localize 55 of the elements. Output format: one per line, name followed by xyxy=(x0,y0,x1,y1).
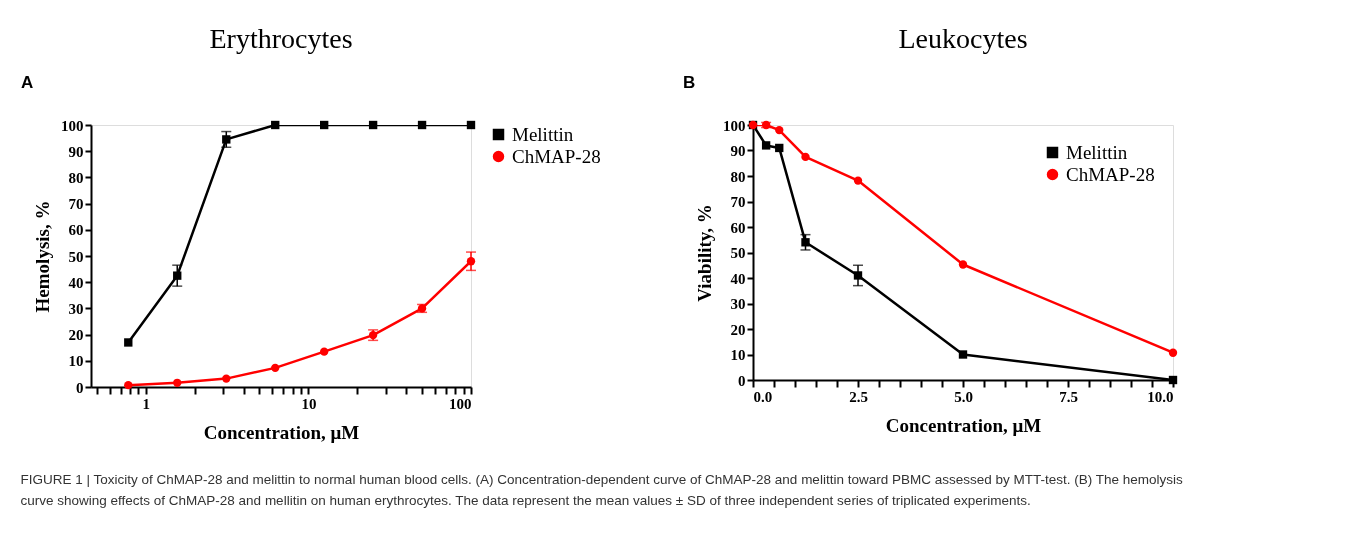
text: A xyxy=(21,73,34,92)
legend-label: Melittin xyxy=(512,123,574,145)
y-tick-label: 30 xyxy=(730,296,746,312)
y-tick-label: 40 xyxy=(730,270,746,287)
y-tick-label: 20 xyxy=(730,321,746,338)
y-tick-label: 60 xyxy=(730,219,746,236)
point xyxy=(173,378,182,387)
chart-title: Leukocytes xyxy=(898,23,1028,54)
legend-label: ChMAP-28 xyxy=(1066,163,1155,185)
x-tick-label: 0.0 xyxy=(753,388,773,405)
y-tick-label: 80 xyxy=(730,168,746,185)
point xyxy=(466,120,476,130)
y-axis-title: Hemolysis, % xyxy=(32,200,53,313)
x-tick-label: 10.0 xyxy=(1147,388,1174,405)
point xyxy=(222,374,231,383)
y-tick-label: 60 xyxy=(68,222,84,239)
y-tick-label: 80 xyxy=(68,169,84,186)
y-tick-label: 70 xyxy=(68,196,84,213)
y-tick-label: 70 xyxy=(730,194,746,210)
y-axis-title: Viability, % xyxy=(694,204,715,302)
x-tick-label: 7.5 xyxy=(1059,388,1078,405)
x-axis-title: Concentration, μM xyxy=(203,421,360,443)
legend-label: Melittin xyxy=(1066,141,1128,163)
y-tick-label: 40 xyxy=(68,274,84,291)
y-tick-label: 90 xyxy=(730,143,746,159)
y-tick-label: 100 xyxy=(723,117,746,134)
y-tick-label: 0 xyxy=(738,372,746,389)
y-tick-label: 10 xyxy=(730,347,746,363)
x-tick-label: 5.0 xyxy=(954,388,973,405)
y-tick-label: 100 xyxy=(61,117,84,134)
x-axis-title: Concentration, μM xyxy=(885,414,1042,436)
y-tick-label: 10 xyxy=(68,353,84,370)
x-tick-label: 1 xyxy=(142,395,151,412)
y-tick-label: 50 xyxy=(68,248,84,265)
point xyxy=(319,120,329,130)
point xyxy=(368,120,378,130)
legend-label: ChMAP-28 xyxy=(512,145,601,167)
point xyxy=(271,120,280,130)
chart-title: Erythrocytes xyxy=(209,23,353,54)
point xyxy=(271,363,280,373)
y-tick-label: 90 xyxy=(68,143,84,160)
y-tick-label: 0 xyxy=(76,379,84,396)
y-tick-label: 20 xyxy=(68,327,84,344)
point xyxy=(124,380,133,390)
point xyxy=(417,120,427,130)
text: B xyxy=(683,73,696,92)
x-tick-label: 10 xyxy=(301,395,317,412)
point xyxy=(124,338,133,347)
x-tick-label: 100 xyxy=(449,395,472,412)
x-tick-label: 2.5 xyxy=(849,388,868,405)
y-tick-label: 50 xyxy=(730,245,746,261)
y-tick-label: 30 xyxy=(68,300,84,317)
point xyxy=(222,135,231,144)
caption: FIGURE 1 | Toxicity of ChMAP-28 and melittin to normal human blood cells. (A) Concentration-dependent curve of ChMAP-28 and melittin toward PBMC assessed by MTT-test. (B) The hemolysis curve showing effects of ChMAP-28 and mellitin on human erythrocytes. The data represent the mean values ± SD of three independent series of triplicated experiments. xyxy=(20,471,1183,508)
point xyxy=(319,347,329,356)
